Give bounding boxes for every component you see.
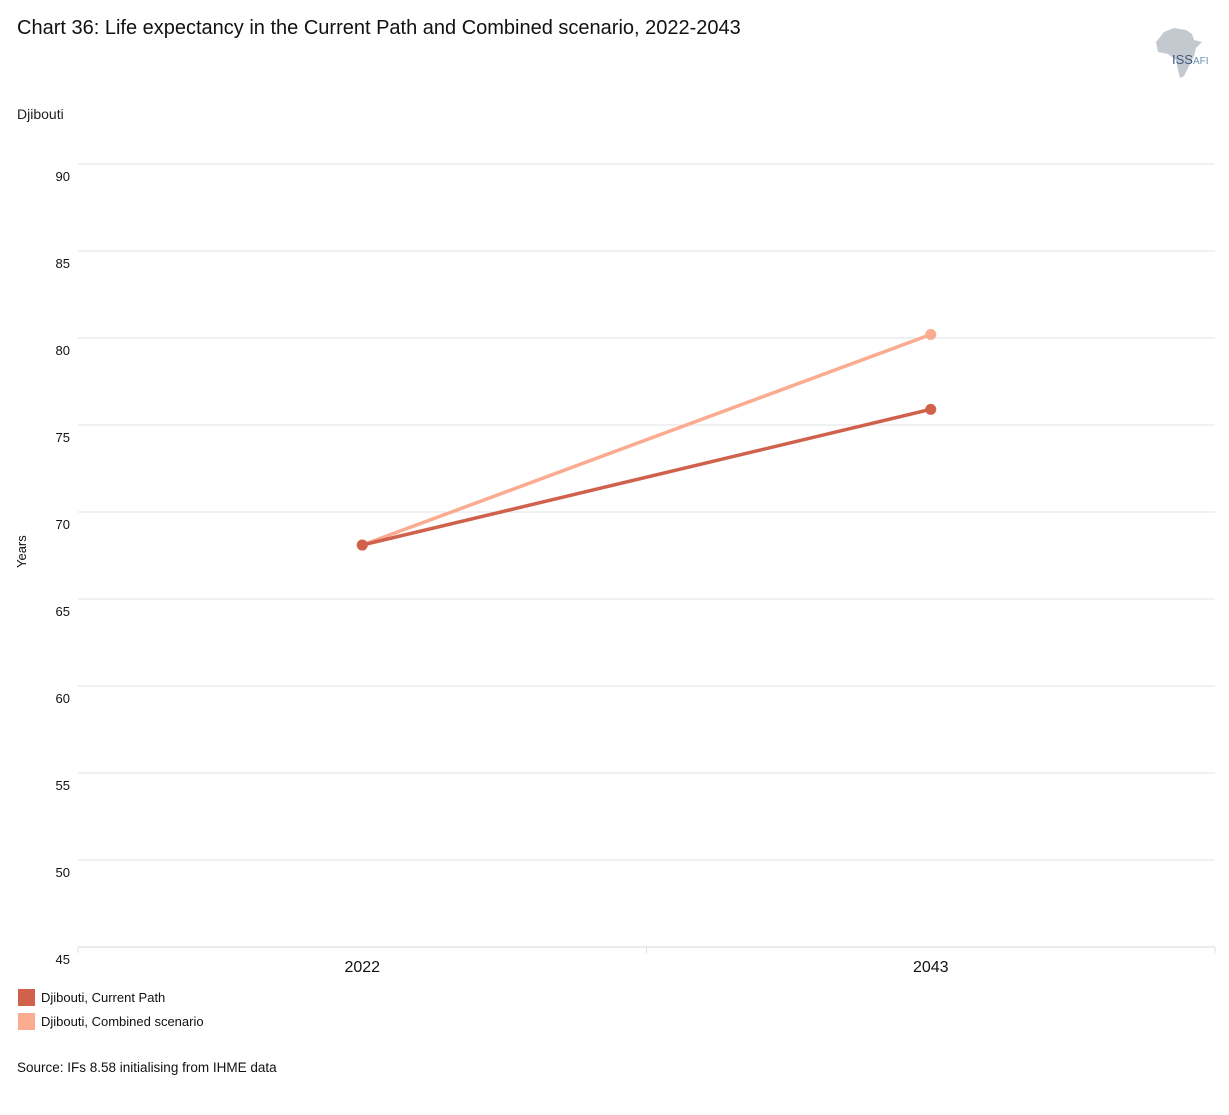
series-line-djibouti-current-path [360,407,933,547]
legend-label-combined-scenario: Djibouti, Combined scenario [41,1013,204,1029]
data-point-djibouti-combined-scenario-2043 [925,329,937,341]
y-tick-label-85: 85 [56,256,70,271]
series-line-djibouti-combined-scenario [360,332,933,547]
y-tick-label-55: 55 [56,778,70,793]
x-tick-label-2043: 2043 [913,959,949,976]
y-tick-label-80: 80 [56,343,70,358]
y-tick-label-65: 65 [56,604,70,619]
chart-subtitle: Djibouti [17,106,64,122]
x-tick-label-2022: 2022 [344,959,380,976]
chart-title: Chart 36: Life expectancy in the Current… [17,17,741,39]
y-tick-label-60: 60 [56,691,70,706]
y-tick-label-75: 75 [56,430,70,445]
legend-item-current-path: Djibouti, Current Path [18,985,204,1009]
logo-wordmark: ISSAFI [1172,52,1209,67]
legend-swatch-combined-scenario [18,1012,35,1030]
data-point-djibouti-current-path-2022 [356,539,368,551]
africa-map-icon [1156,28,1202,78]
source-note: Source: IFs 8.58 initialising from IHME … [17,1060,277,1075]
y-tick-label-45: 45 [56,952,70,967]
legend-swatch-current-path [18,988,35,1006]
y-tick-label-90: 90 [56,169,70,184]
logo-main-text: ISS [1172,52,1193,67]
data-point-djibouti-current-path-2043 [925,403,937,415]
logo-suffix-text: AFI [1192,56,1209,67]
legend-item-combined-scenario: Djibouti, Combined scenario [18,1009,204,1033]
y-tick-label-70: 70 [56,517,70,532]
chart-legend: Djibouti, Current Path Djibouti, Combine… [18,985,204,1033]
y-tick-label-50: 50 [56,865,70,880]
legend-label-current-path: Djibouti, Current Path [41,989,166,1005]
